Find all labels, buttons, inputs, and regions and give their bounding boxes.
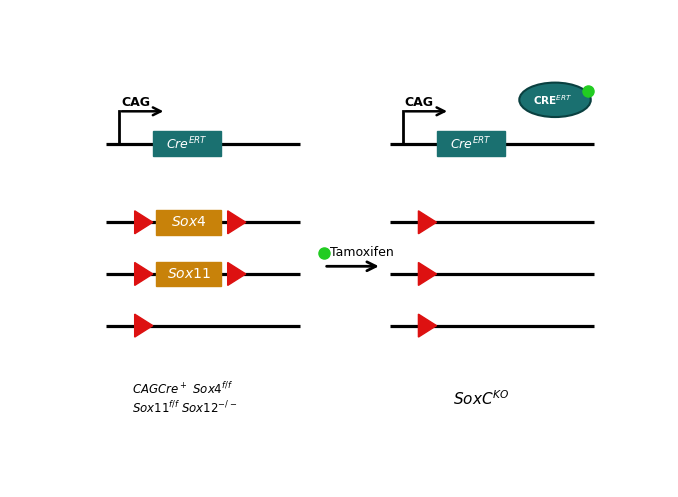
Ellipse shape [519,83,591,117]
Text: Tamoxifen: Tamoxifen [330,247,394,259]
Text: $\it{Sox11}^{f/f}$ $\it{Sox12}^{-/-}$: $\it{Sox11}^{f/f}$ $\it{Sox12}^{-/-}$ [132,400,237,416]
Text: $\it{Cre}^{ERT}$: $\it{Cre}^{ERT}$ [166,136,208,152]
Text: $\mathbf{CRE}^{ERT}$: $\mathbf{CRE}^{ERT}$ [534,93,573,107]
Text: $\it{Sox4}$: $\it{Sox4}$ [171,215,206,229]
Text: $\it{Cre}^{ERT}$: $\it{Cre}^{ERT}$ [450,136,492,152]
Text: CAG: CAG [405,96,434,109]
Polygon shape [228,211,246,234]
Polygon shape [418,314,437,337]
Polygon shape [135,211,153,234]
FancyBboxPatch shape [156,210,221,235]
Text: CAG: CAG [121,96,150,109]
Polygon shape [418,262,437,285]
Polygon shape [228,262,246,285]
FancyBboxPatch shape [153,131,221,156]
Polygon shape [418,211,437,234]
Text: $\it{Sox11}$: $\it{Sox11}$ [167,267,210,281]
Text: $\it{CAGCre}^+$ $\it{Sox4}^{f/f}$: $\it{CAGCre}^+$ $\it{Sox4}^{f/f}$ [132,381,233,397]
FancyBboxPatch shape [437,131,505,156]
Text: $\it{SoxC}^{KO}$: $\it{SoxC}^{KO}$ [453,389,510,408]
Polygon shape [135,262,153,285]
FancyBboxPatch shape [156,261,221,286]
Polygon shape [135,314,153,337]
